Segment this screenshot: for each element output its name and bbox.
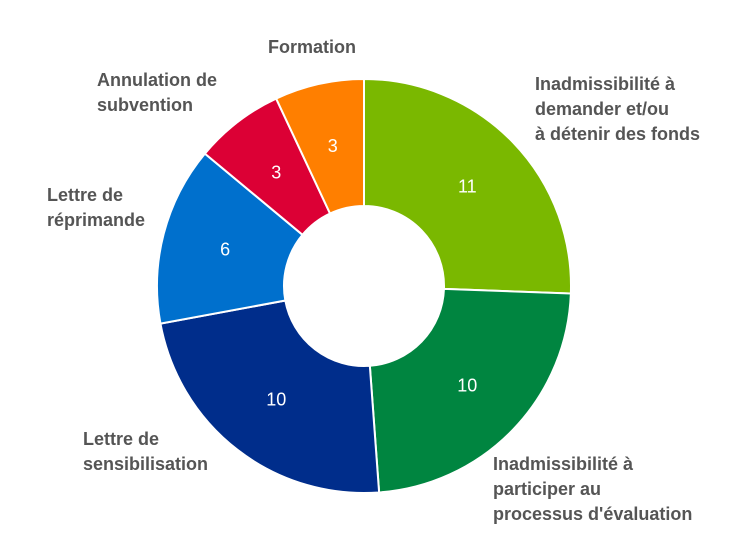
- category-label-line: sensibilisation: [83, 454, 208, 474]
- category-label-line: Lettre de: [83, 429, 159, 449]
- value-label-4: 3: [271, 162, 281, 182]
- slice-2: [159, 299, 381, 494]
- category-label-line: Formation: [268, 37, 356, 57]
- category-label-line: demander et/ou: [535, 99, 669, 119]
- category-label-line: participer au: [493, 479, 601, 499]
- category-label-0: Inadmissibilité à demander et/ou à détenir…: [535, 74, 700, 144]
- category-label-line: Inadmissibilité à: [493, 454, 634, 474]
- value-labels-group: 11 10 10 6 3 3: [220, 136, 477, 410]
- slice-0: [363, 77, 572, 295]
- slice-3: [156, 152, 304, 325]
- slices-group: [156, 77, 572, 494]
- category-label-line: à détenir des fonds: [535, 124, 700, 144]
- category-label-line: réprimande: [47, 210, 145, 230]
- category-labels-group: Inadmissibilité à demander et/ou à détenir…: [47, 37, 700, 524]
- value-label-1: 10: [457, 376, 477, 396]
- slice-5: [274, 77, 365, 215]
- value-label-2: 10: [266, 390, 286, 410]
- category-label-line: Annulation de: [97, 70, 217, 90]
- category-label-3: Lettre de réprimande: [47, 185, 145, 230]
- category-label-line: Inadmissibilité à: [535, 74, 676, 94]
- category-label-line: subvention: [97, 95, 193, 115]
- category-label-4: Annulation de subvention: [97, 70, 217, 115]
- slice-1: [368, 287, 572, 494]
- value-label-5: 3: [328, 136, 338, 156]
- category-label-line: processus d'évaluation: [493, 504, 692, 524]
- category-label-5: Formation: [268, 37, 356, 57]
- category-label-line: Lettre de: [47, 185, 123, 205]
- category-label-2: Lettre de sensibilisation: [83, 429, 208, 474]
- value-label-3: 6: [220, 240, 230, 260]
- category-label-1: Inadmissibilité à participer au processus …: [493, 454, 692, 524]
- value-label-0: 11: [458, 176, 477, 196]
